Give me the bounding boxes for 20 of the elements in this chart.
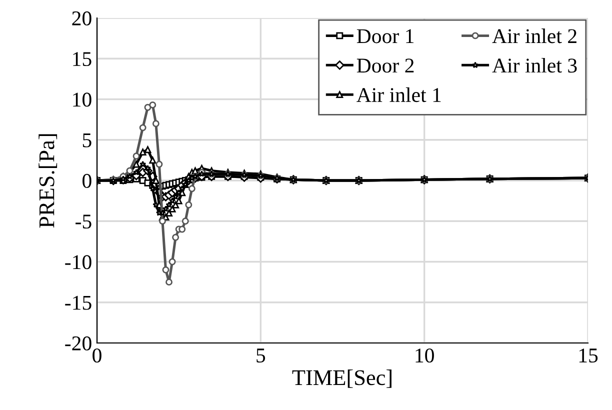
x-tick-label: 0 <box>92 348 102 363</box>
y-tick-label: 10 <box>73 92 92 107</box>
legend-label: Door 1 <box>356 29 414 44</box>
y-tick-label: 0 <box>82 174 92 188</box>
x-tick-label: 10 <box>416 348 434 363</box>
legend-label: Air inlet 3 <box>492 58 577 73</box>
y-tick-label: 15 <box>73 52 92 66</box>
legend-label: Air inlet 1 <box>356 87 441 102</box>
x-tick-label: 5 <box>256 348 266 363</box>
legend-label: Air inlet 2 <box>492 28 576 44</box>
y-axis-title: PRES.[Pa] <box>38 134 58 228</box>
x-tick-label: 15 <box>579 348 598 363</box>
y-tick-label: 5 <box>82 133 92 148</box>
y-tick-label: -20 <box>65 336 92 350</box>
y-tick-label: 20 <box>72 11 92 26</box>
y-tick-label: -5 <box>76 214 92 229</box>
legend-label: Door 2 <box>356 58 414 73</box>
y-tick-label: -15 <box>65 296 92 310</box>
y-tick-label: -10 <box>65 255 92 270</box>
x-axis-title: TIME[Sec] <box>292 370 392 388</box>
